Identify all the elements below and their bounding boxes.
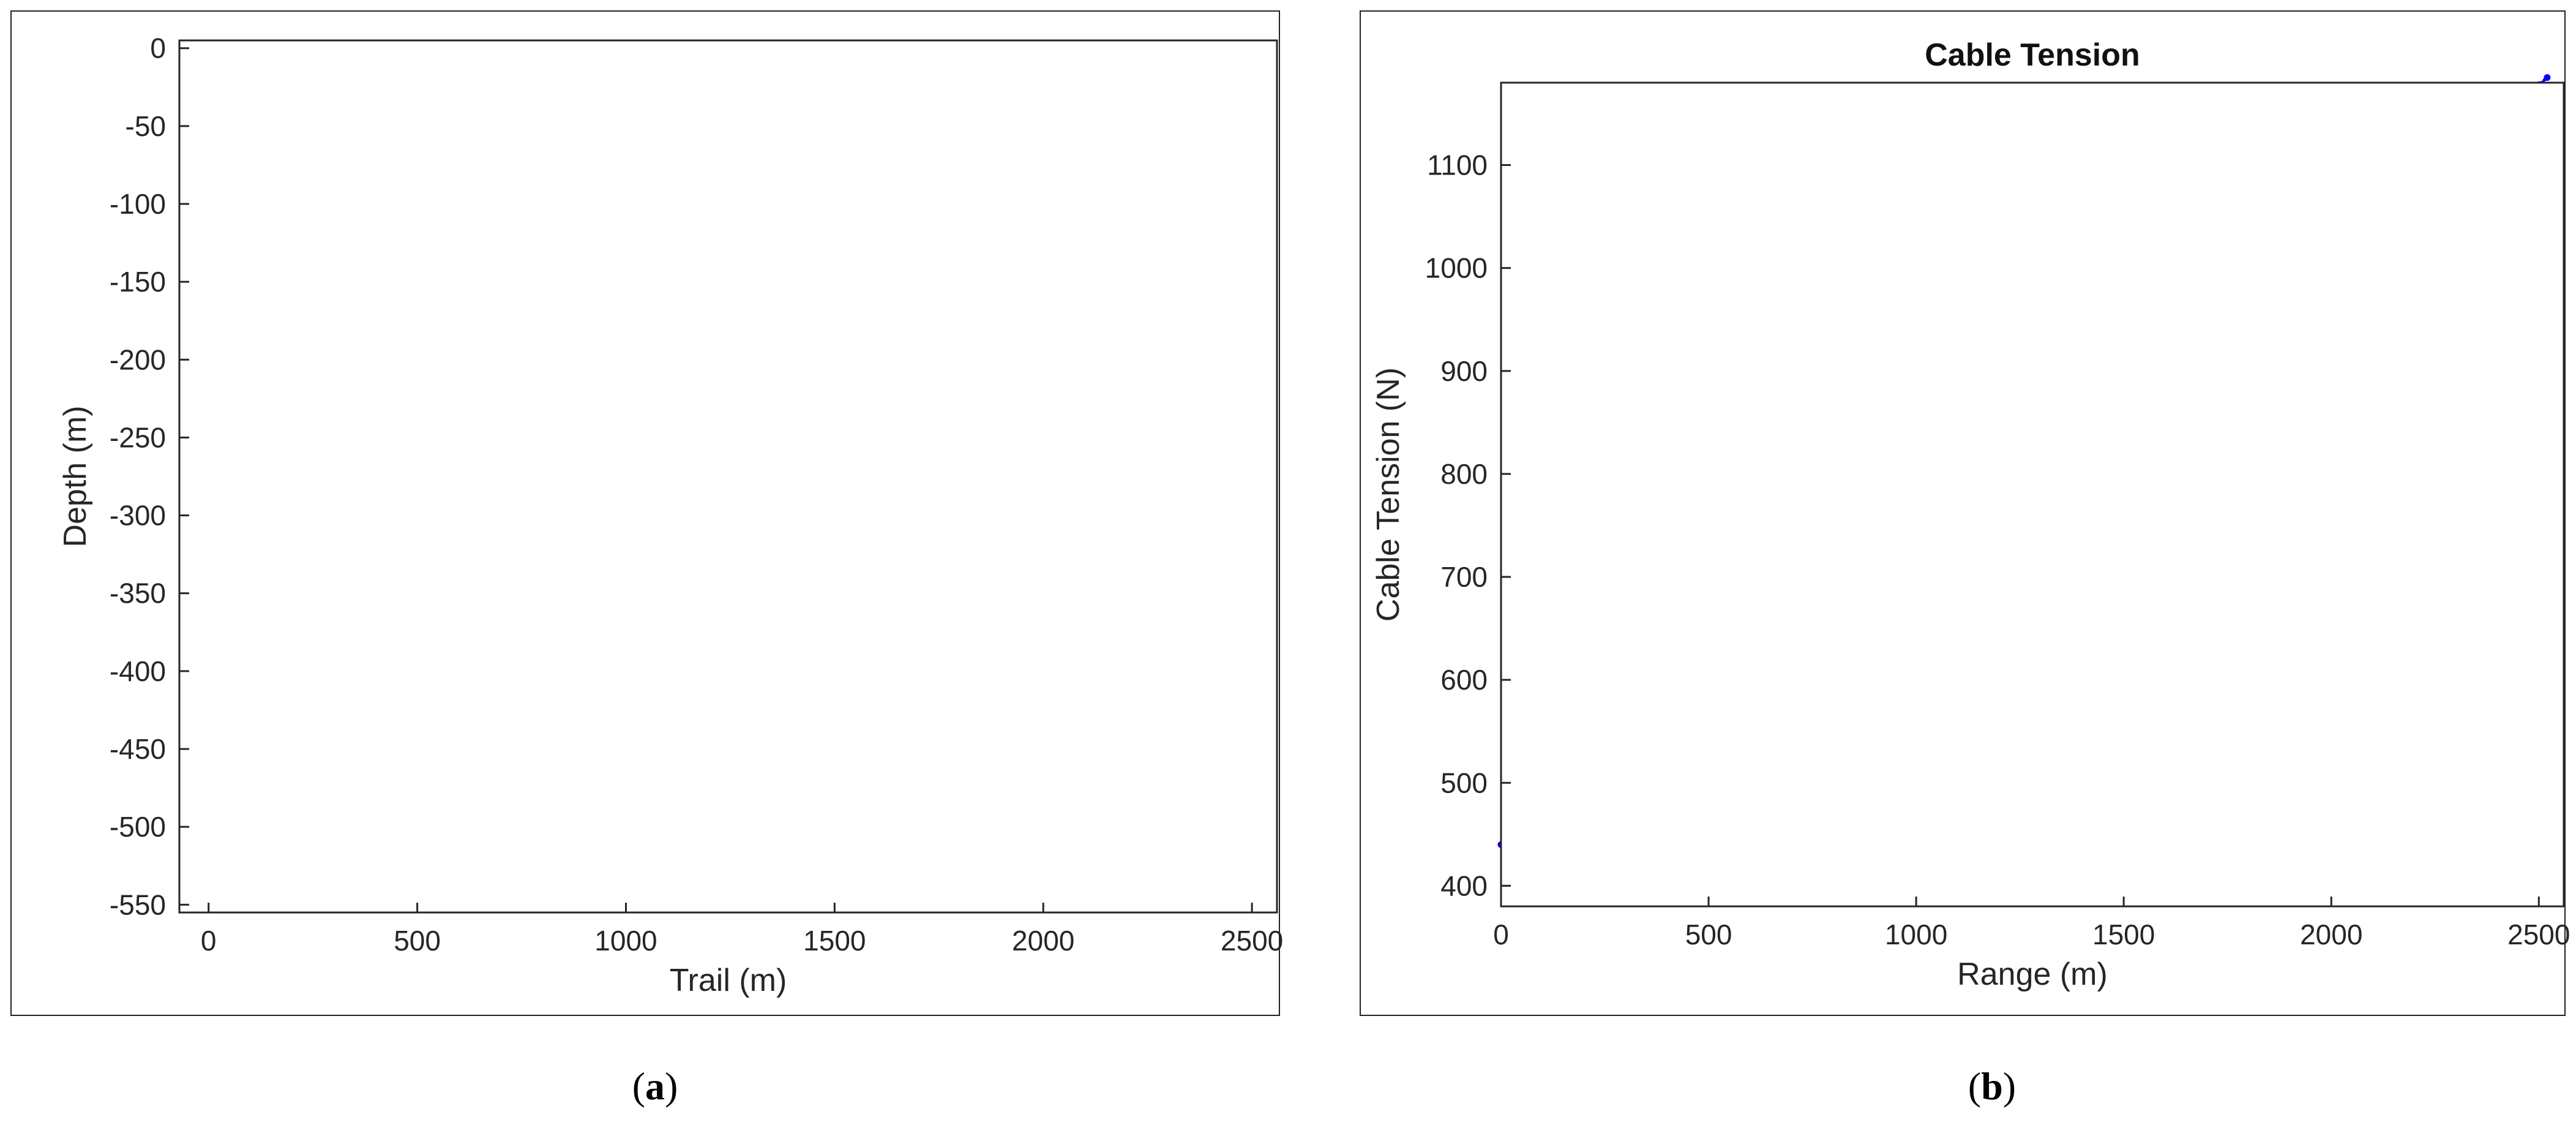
x-tick-label: 2500 bbox=[2507, 919, 2570, 950]
x-axis-label: Range (m) bbox=[1957, 957, 2108, 992]
x-tick-label: 1000 bbox=[1885, 919, 1947, 950]
x-tick-label: 0 bbox=[1493, 919, 1509, 950]
x-tick-label: 1000 bbox=[594, 925, 657, 957]
y-tick-label: -200 bbox=[110, 344, 166, 375]
y-tick-label: -300 bbox=[110, 500, 166, 532]
x-tick-label: 0 bbox=[201, 925, 217, 957]
x-tick-label: 500 bbox=[1685, 919, 1732, 950]
y-tick-label: -150 bbox=[110, 266, 166, 298]
y-tick-label: -350 bbox=[110, 578, 166, 609]
y-tick-label: 900 bbox=[1440, 355, 1488, 387]
y-tick-label: -550 bbox=[110, 889, 166, 920]
y-tick-label: 0 bbox=[150, 32, 166, 64]
y-tick-label: -400 bbox=[110, 655, 166, 687]
caption-a-letter: a bbox=[645, 1064, 665, 1108]
y-tick-label: -250 bbox=[110, 421, 166, 453]
y-axis-label: Depth (m) bbox=[58, 405, 93, 547]
y-axis-label: Cable Tension (N) bbox=[1371, 367, 1406, 622]
y-tick-label: -50 bbox=[125, 110, 166, 142]
x-tick-label: 1500 bbox=[803, 925, 866, 957]
y-tick-label: 1100 bbox=[1427, 149, 1488, 181]
y-tick-label: -450 bbox=[110, 733, 166, 765]
y-tick-label: -500 bbox=[110, 811, 166, 843]
caption-b: (b) bbox=[1968, 1064, 2016, 1108]
y-tick-label: 700 bbox=[1440, 561, 1488, 593]
chart-a: 0 500 1000 1500 2000 2500 0 -50 -100 -150 -200 -250… bbox=[58, 32, 1283, 998]
x-axis-label: Trail (m) bbox=[670, 963, 787, 998]
y-tick-label: 1000 bbox=[1425, 252, 1488, 284]
caption-b-letter: b bbox=[1981, 1064, 2003, 1108]
axes-box bbox=[178, 39, 1278, 914]
caption-a: (a) bbox=[632, 1064, 678, 1108]
x-tick-label: 2000 bbox=[2300, 919, 2362, 950]
y-tick-label: -100 bbox=[110, 188, 166, 220]
x-tick-label: 2000 bbox=[1012, 925, 1074, 957]
chart-title: Cable Tension bbox=[1925, 37, 2140, 73]
x-tick-label: 1500 bbox=[2092, 919, 2155, 950]
y-tick-label: 400 bbox=[1440, 870, 1488, 901]
y-tick-label: 600 bbox=[1440, 664, 1488, 696]
chart-b: 0 500 1000 1500 2000 2500 400 500 600 700 800 900 10… bbox=[1371, 37, 2570, 992]
y-tick-label: 500 bbox=[1440, 767, 1488, 799]
x-tick-label: 500 bbox=[394, 925, 441, 957]
y-tick-label: 800 bbox=[1440, 458, 1488, 490]
axes-box bbox=[1500, 81, 2565, 908]
x-tick-label: 2500 bbox=[1221, 925, 1283, 957]
